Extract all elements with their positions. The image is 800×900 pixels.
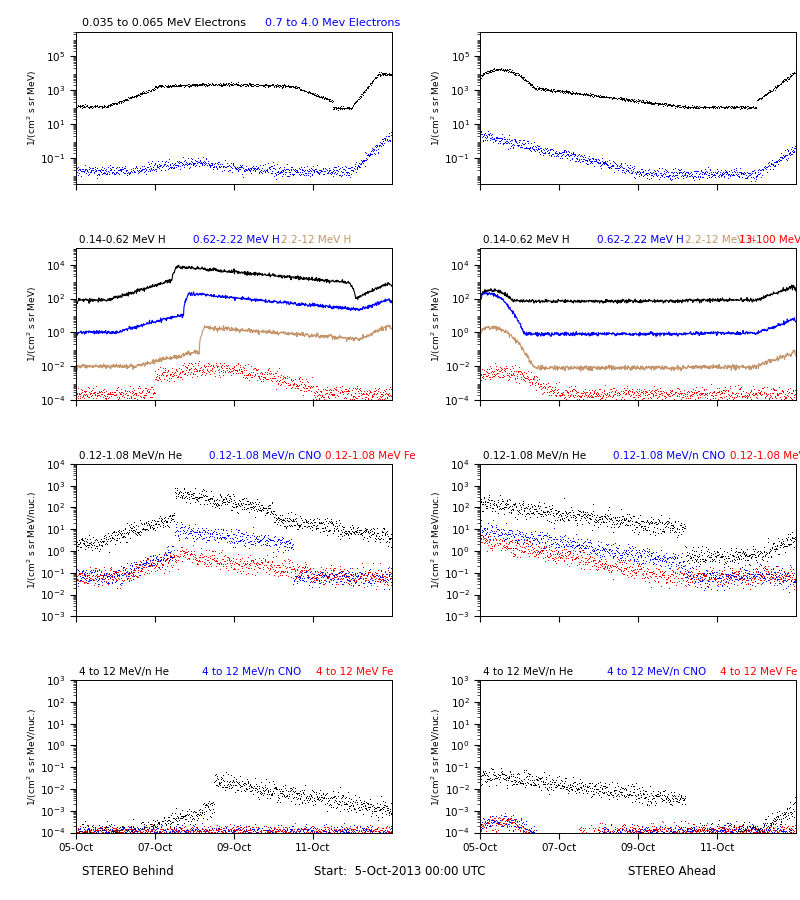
Text: 4 to 12 MeV/n CNO: 4 to 12 MeV/n CNO [202, 667, 302, 677]
Text: 0.12-1.08 MeV/n CNO: 0.12-1.08 MeV/n CNO [613, 451, 726, 461]
Text: 0.12-1.08 MeV/n He: 0.12-1.08 MeV/n He [79, 451, 182, 461]
Text: 0.12-1.08 MeV Fe: 0.12-1.08 MeV Fe [730, 451, 800, 461]
Text: STEREO Behind: STEREO Behind [82, 865, 174, 878]
Text: 4 to 12 MeV Fe: 4 to 12 MeV Fe [316, 667, 394, 677]
Text: 4 to 12 MeV/n He: 4 to 12 MeV/n He [483, 667, 574, 677]
Text: 0.035 to 0.065 MeV Electrons: 0.035 to 0.065 MeV Electrons [82, 19, 246, 29]
Text: 0.14-0.62 MeV H: 0.14-0.62 MeV H [79, 235, 166, 245]
Text: 4 to 12 MeV/n He: 4 to 12 MeV/n He [79, 667, 169, 677]
Y-axis label: 1/(cm$^2$ s sr MeV): 1/(cm$^2$ s sr MeV) [26, 286, 38, 362]
Y-axis label: 1/(cm$^2$ s sr MeV/nuc.): 1/(cm$^2$ s sr MeV/nuc.) [430, 707, 443, 806]
Text: Start:  5-Oct-2013 00:00 UTC: Start: 5-Oct-2013 00:00 UTC [314, 865, 486, 878]
Text: 0.14-0.62 MeV H: 0.14-0.62 MeV H [483, 235, 570, 245]
Y-axis label: 1/(cm$^2$ s sr MeV): 1/(cm$^2$ s sr MeV) [430, 286, 443, 362]
Y-axis label: 1/(cm$^2$ s sr MeV): 1/(cm$^2$ s sr MeV) [430, 69, 443, 146]
Text: 2.2-12 MeV H: 2.2-12 MeV H [282, 235, 351, 245]
Y-axis label: 1/(cm$^2$ s sr MeV/nuc.): 1/(cm$^2$ s sr MeV/nuc.) [430, 491, 443, 590]
Text: 13-100 MeV H: 13-100 MeV H [739, 235, 800, 245]
Y-axis label: 1/(cm$^2$ s sr MeV/nuc.): 1/(cm$^2$ s sr MeV/nuc.) [26, 491, 38, 590]
Text: 2.2-12 MeV H: 2.2-12 MeV H [686, 235, 756, 245]
Text: 4 to 12 MeV Fe: 4 to 12 MeV Fe [720, 667, 798, 677]
Y-axis label: 1/(cm$^2$ s sr MeV): 1/(cm$^2$ s sr MeV) [26, 69, 39, 146]
Text: STEREO Ahead: STEREO Ahead [628, 865, 716, 878]
Text: 4 to 12 MeV/n CNO: 4 to 12 MeV/n CNO [606, 667, 706, 677]
Text: 0.62-2.22 MeV H: 0.62-2.22 MeV H [597, 235, 684, 245]
Text: 0.7 to 4.0 Mev Electrons: 0.7 to 4.0 Mev Electrons [266, 19, 401, 29]
Text: 0.12-1.08 MeV Fe: 0.12-1.08 MeV Fe [326, 451, 416, 461]
Text: 0.62-2.22 MeV H: 0.62-2.22 MeV H [193, 235, 279, 245]
Text: 0.12-1.08 MeV/n CNO: 0.12-1.08 MeV/n CNO [209, 451, 321, 461]
Text: 0.12-1.08 MeV/n He: 0.12-1.08 MeV/n He [483, 451, 586, 461]
Y-axis label: 1/(cm$^2$ s sr MeV/nuc.): 1/(cm$^2$ s sr MeV/nuc.) [26, 707, 38, 806]
